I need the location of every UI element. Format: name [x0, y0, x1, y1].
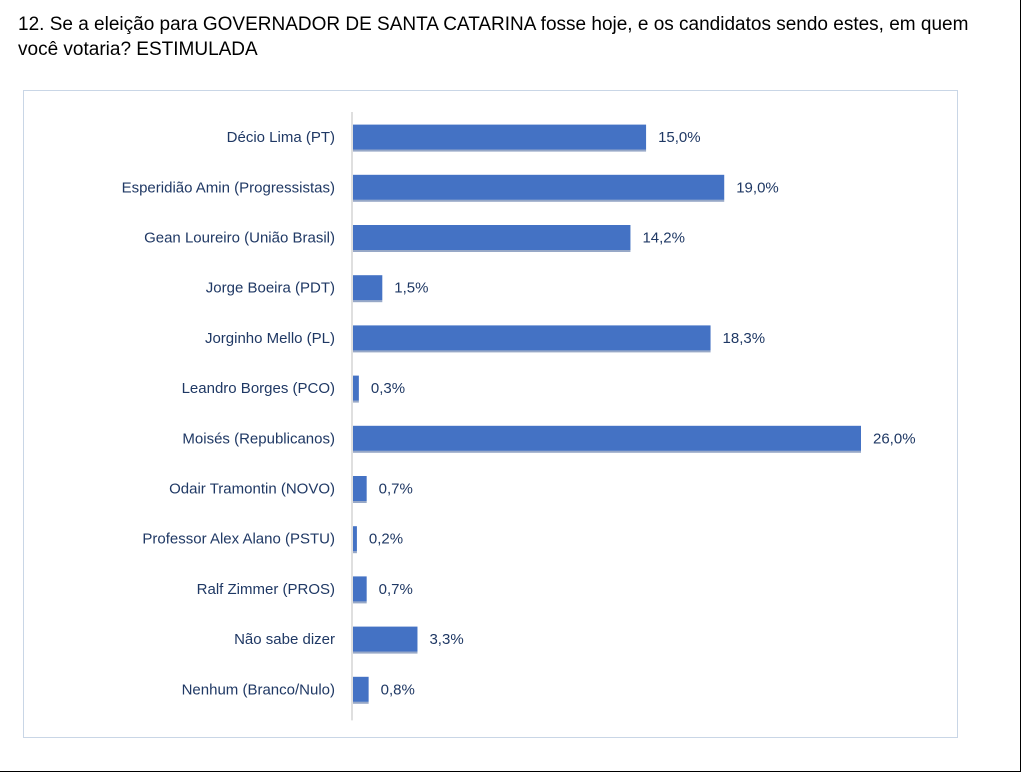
bar-shadow [353, 651, 418, 654]
bar [353, 174, 725, 200]
bar [353, 425, 861, 451]
data-label: 26,0% [873, 430, 916, 447]
question-title: 12. Se a eleição para GOVERNADOR DE SANT… [18, 14, 969, 60]
bar-shadow [353, 701, 369, 704]
category-label: Esperidião Amin (Progressistas) [122, 179, 335, 196]
data-label: 0,2% [369, 531, 403, 548]
category-label: Gean Loureiro (União Brasil) [144, 230, 335, 247]
bar-shadow [353, 400, 359, 403]
bar [353, 375, 359, 401]
category-label: Não sabe dizer [234, 631, 335, 648]
category-label: Nenhum (Branco/Nulo) [182, 681, 335, 698]
category-label: Odair Tramontin (NOVO) [169, 481, 335, 498]
bar-shadow [353, 250, 631, 252]
bar [353, 124, 647, 150]
bar-shadow [353, 551, 357, 554]
bar-shadow [353, 601, 367, 604]
bar-shadow [353, 199, 725, 202]
bar-shadow [353, 149, 647, 152]
category-label: Décio Lima (PT) [227, 129, 335, 146]
data-label: 15,0% [658, 129, 701, 146]
data-label: 19,0% [736, 179, 779, 196]
bar [353, 626, 418, 652]
bar [353, 676, 369, 702]
category-label: Professor Alex Alano (PSTU) [142, 531, 335, 548]
data-label: 0,8% [381, 681, 415, 698]
category-label: Ralf Zimmer (PROS) [197, 581, 335, 598]
category-label: Jorginho Mello (PL) [205, 330, 335, 347]
data-label: 18,3% [723, 330, 766, 347]
bar-shadow [353, 450, 861, 453]
bar-shadow [353, 300, 383, 303]
bar [353, 275, 383, 301]
data-label: 3,3% [429, 631, 463, 648]
category-label: Moisés (Republicanos) [182, 430, 335, 447]
bar [353, 225, 631, 250]
data-label: 0,3% [371, 380, 405, 397]
bar [353, 325, 711, 351]
data-label: 0,7% [379, 481, 413, 498]
data-label: 14,2% [642, 230, 685, 247]
bar-shadow [353, 350, 711, 353]
bar [353, 526, 357, 552]
bar [353, 476, 367, 501]
category-label: Jorge Boeira (PDT) [206, 280, 335, 297]
category-label: Leandro Borges (PCO) [182, 380, 335, 397]
bar [353, 576, 367, 602]
bar-shadow [353, 501, 367, 503]
chart-area [23, 90, 958, 738]
data-label: 1,5% [394, 280, 428, 297]
data-label: 0,7% [379, 581, 413, 598]
